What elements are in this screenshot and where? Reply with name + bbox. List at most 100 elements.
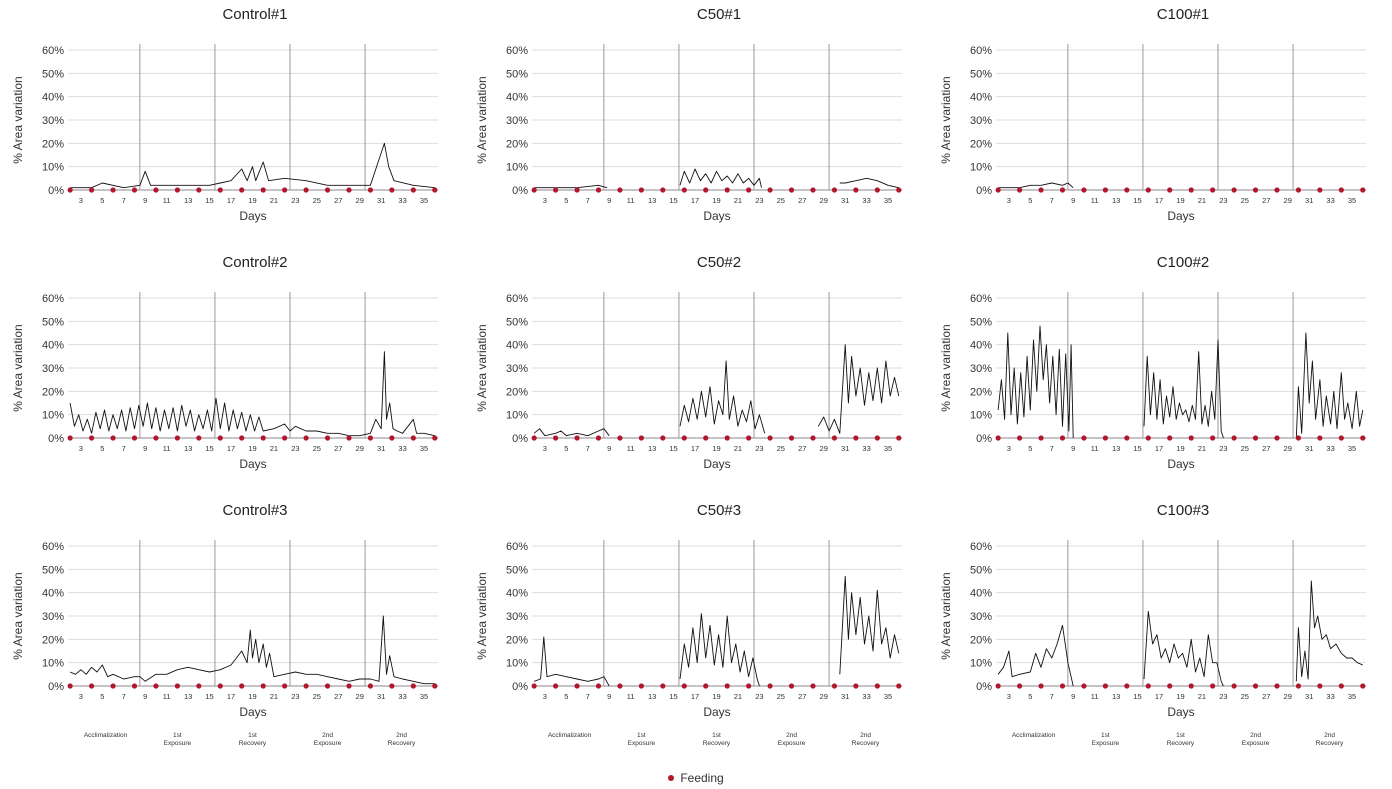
x-tick-label: 33 [862, 196, 870, 205]
feeding-marker [1145, 683, 1151, 689]
y-tick-label: 30% [42, 115, 64, 127]
feeding-marker [1338, 435, 1344, 441]
y-tick-label: 50% [42, 316, 64, 328]
x-tick-label: 27 [798, 196, 806, 205]
x-tick-label: 17 [691, 444, 699, 453]
feeding-marker [1102, 683, 1108, 689]
feeding-marker [239, 683, 245, 689]
x-tick-label: 33 [398, 196, 406, 205]
chart-svg: 0%10%20%30%40%50%60%3 5 7 9 11 13 15 17 19 21 23 25… [475, 292, 902, 471]
feeding-marker [282, 683, 288, 689]
x-tick-label: 21 [734, 196, 742, 205]
x-tick-label: 21 [1198, 196, 1206, 205]
y-tick-label: 10% [506, 162, 528, 174]
y-tick-label: 50% [42, 68, 64, 80]
y-axis-label: % Area variation [475, 572, 489, 659]
y-tick-label: 20% [970, 634, 992, 646]
x-tick-label: 33 [1326, 692, 1334, 701]
x-tick-label: 9 [607, 444, 611, 453]
x-tick-label: 19 [248, 692, 256, 701]
y-axis-label: % Area variation [939, 324, 953, 411]
x-axis-label: Days [239, 457, 266, 471]
y-axis-label: % Area variation [939, 572, 953, 659]
y-tick-label: 30% [506, 611, 528, 623]
feeding-marker [131, 187, 138, 193]
feeding-marker [1338, 683, 1344, 689]
feeding-marker [303, 435, 309, 441]
x-tick-label: 15 [1133, 444, 1141, 453]
x-tick-label: 11 [163, 196, 171, 205]
feeding-marker [831, 187, 838, 193]
x-tick-label: 17 [1155, 692, 1163, 701]
x-tick-label: 31 [1305, 196, 1313, 205]
x-tick-label: 35 [1348, 444, 1356, 453]
feeding-marker [788, 435, 795, 441]
chart-panel: C100#3 0% 10% 20% 30% 40% 50% 60% 3 5 7 9 11 13 15 17 19… [928, 496, 1392, 744]
x-tick-label: 13 [184, 196, 192, 205]
x-tick-label: 7 [586, 196, 590, 205]
x-tick-label: 13 [184, 692, 192, 701]
x-tick-label: 31 [377, 196, 385, 205]
feeding-marker [638, 683, 644, 689]
x-tick-label: 35 [420, 444, 428, 453]
chart-svg: 0%10%20%30%40%50%60%3 5 7 9 11 13 15 17 19 21 23 25… [11, 540, 438, 719]
feeding-marker [67, 435, 73, 441]
y-tick-label: 10% [970, 410, 992, 422]
feeding-marker [1145, 187, 1151, 193]
x-tick-label: 3 [79, 692, 83, 701]
feeding-marker [1145, 435, 1151, 441]
x-tick-label: 35 [420, 196, 428, 205]
x-tick-label: 3 [543, 196, 547, 205]
x-axis-label: Days [239, 705, 266, 719]
feeding-marker [110, 187, 116, 193]
y-tick-label: 30% [42, 611, 64, 623]
y-tick-label: 20% [42, 634, 64, 646]
chart-panel: Control#2 0% 10% 20% 30% 40% 50% 60% 3 5 7 9 11 13 15 1… [0, 248, 464, 496]
x-axis-label: Days [1167, 457, 1194, 471]
x-tick-label: 35 [884, 692, 892, 701]
y-tick-label: 20% [506, 386, 528, 398]
y-tick-label: 40% [970, 340, 992, 352]
y-tick-label: 0% [48, 433, 64, 445]
feeding-marker [617, 683, 623, 689]
chart-title: C100#1 [1156, 6, 1210, 23]
feeding-marker [1360, 187, 1366, 193]
y-tick-label: 60% [42, 541, 64, 553]
y-tick-label: 40% [970, 588, 992, 600]
y-tick-label: 30% [506, 115, 528, 127]
x-axis-label: Days [1167, 209, 1194, 223]
feeding-marker [196, 435, 202, 441]
x-tick-label: 15 [205, 444, 213, 453]
feeding-marker [531, 187, 537, 193]
feeding-marker [574, 187, 580, 193]
feeding-marker [1317, 187, 1323, 193]
x-tick-label: 9 [1071, 692, 1075, 701]
feeding-marker [131, 683, 138, 689]
x-tick-label: 9 [607, 196, 611, 205]
x-tick-label: 9 [1071, 196, 1075, 205]
x-tick-label: 21 [1198, 692, 1206, 701]
feeding-marker [595, 187, 602, 193]
x-tick-label: 13 [184, 444, 192, 453]
feeding-marker [810, 435, 816, 441]
x-tick-label: 17 [691, 196, 699, 205]
series-line [817, 344, 900, 434]
x-tick-label: 5 [1028, 692, 1032, 701]
chart-svg: 0%10%20%30%40%50%60%3 5 7 9 11 13 15 17 19 21 23 25… [939, 292, 1366, 471]
feeding-marker [724, 683, 730, 689]
y-tick-label: 40% [506, 588, 528, 600]
chart-svg: 0%10%20%30%40%50%60%3 5 7 9 11 13 15 17 19 21 23 25… [475, 44, 902, 223]
x-tick-label: 15 [1133, 692, 1141, 701]
feeding-marker [239, 435, 245, 441]
x-tick-label: 13 [648, 444, 656, 453]
x-tick-label: 23 [1219, 196, 1227, 205]
feeding-marker [531, 683, 537, 689]
feeding-marker [174, 435, 180, 441]
feeding-marker [1295, 187, 1302, 193]
feeding-marker [1016, 435, 1023, 441]
x-tick-label: 17 [227, 196, 235, 205]
y-tick-label: 30% [42, 363, 64, 375]
x-tick-label: 29 [820, 444, 828, 453]
feeding-marker [432, 683, 438, 689]
feeding-marker [660, 683, 666, 689]
